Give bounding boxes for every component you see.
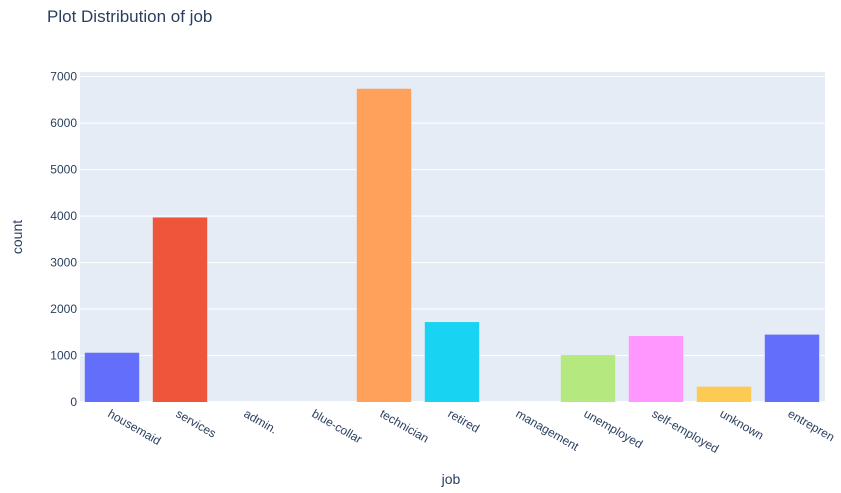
y-tick-label: 4000 <box>50 209 77 223</box>
x-tick-label: blue-collar <box>310 406 365 446</box>
y-tick-label: 3000 <box>50 256 77 270</box>
y-axis-title: count <box>9 220 25 254</box>
y-tick-label: 0 <box>70 395 77 409</box>
y-axis-ticks: 0 1000 2000 3000 4000 5000 6000 7000 <box>50 70 77 409</box>
x-tick-label: admin. <box>242 406 280 436</box>
x-tick-label: technician <box>378 406 432 445</box>
x-tick-label: retired <box>446 406 482 435</box>
y-tick-label: 5000 <box>50 163 77 177</box>
bar-entrepren <box>764 334 820 402</box>
bars <box>84 88 820 402</box>
x-tick-label: services <box>174 406 219 440</box>
x-tick-label: management <box>514 406 582 453</box>
bar-retired <box>424 322 480 402</box>
bar-unemployed <box>560 355 616 402</box>
chart-title: Plot Distribution of job <box>47 7 212 26</box>
x-axis-ticks: housemaid services admin. blue-collar techni… <box>106 406 837 455</box>
bar-housemaid <box>84 352 140 402</box>
x-tick-label: housemaid <box>106 406 164 447</box>
y-tick-label: 2000 <box>50 302 77 316</box>
x-tick-label: unknown <box>718 406 767 442</box>
x-tick-label: entrepren <box>786 406 837 444</box>
bar-services <box>152 217 208 402</box>
bar-technician <box>356 88 412 402</box>
bar-self-employed <box>628 336 684 402</box>
x-tick-label: unemployed <box>582 406 646 451</box>
x-tick-label: self-employed <box>650 406 722 455</box>
y-tick-label: 1000 <box>50 349 77 363</box>
bar-unknown <box>696 386 752 402</box>
x-axis-title: job <box>441 471 461 487</box>
y-tick-label: 7000 <box>50 70 77 84</box>
y-tick-label: 6000 <box>50 116 77 130</box>
